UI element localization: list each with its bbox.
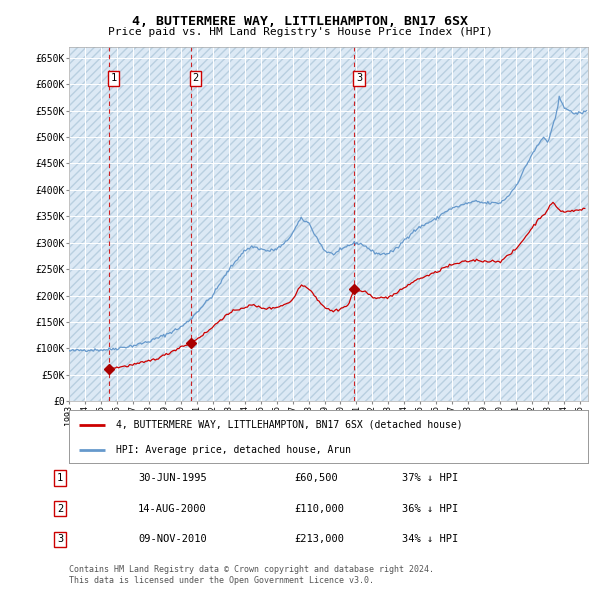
Text: 14-AUG-2000: 14-AUG-2000 — [138, 504, 207, 513]
Text: 36% ↓ HPI: 36% ↓ HPI — [402, 504, 458, 513]
Text: 1: 1 — [110, 73, 117, 83]
Text: 1: 1 — [57, 473, 63, 483]
Text: HPI: Average price, detached house, Arun: HPI: Average price, detached house, Arun — [116, 445, 351, 455]
Text: Price paid vs. HM Land Registry's House Price Index (HPI): Price paid vs. HM Land Registry's House … — [107, 27, 493, 37]
Text: 30-JUN-1995: 30-JUN-1995 — [138, 473, 207, 483]
Text: Contains HM Land Registry data © Crown copyright and database right 2024.: Contains HM Land Registry data © Crown c… — [69, 565, 434, 574]
Text: 3: 3 — [356, 73, 362, 83]
Text: 09-NOV-2010: 09-NOV-2010 — [138, 535, 207, 544]
Text: £213,000: £213,000 — [294, 535, 344, 544]
Text: 4, BUTTERMERE WAY, LITTLEHAMPTON, BN17 6SX (detached house): 4, BUTTERMERE WAY, LITTLEHAMPTON, BN17 6… — [116, 420, 463, 430]
Text: 2: 2 — [57, 504, 63, 513]
Text: This data is licensed under the Open Government Licence v3.0.: This data is licensed under the Open Gov… — [69, 576, 374, 585]
Text: £60,500: £60,500 — [294, 473, 338, 483]
Text: 4, BUTTERMERE WAY, LITTLEHAMPTON, BN17 6SX: 4, BUTTERMERE WAY, LITTLEHAMPTON, BN17 6… — [132, 15, 468, 28]
Text: 34% ↓ HPI: 34% ↓ HPI — [402, 535, 458, 544]
Text: 37% ↓ HPI: 37% ↓ HPI — [402, 473, 458, 483]
Text: 2: 2 — [193, 73, 199, 83]
Text: £110,000: £110,000 — [294, 504, 344, 513]
Text: 3: 3 — [57, 535, 63, 544]
